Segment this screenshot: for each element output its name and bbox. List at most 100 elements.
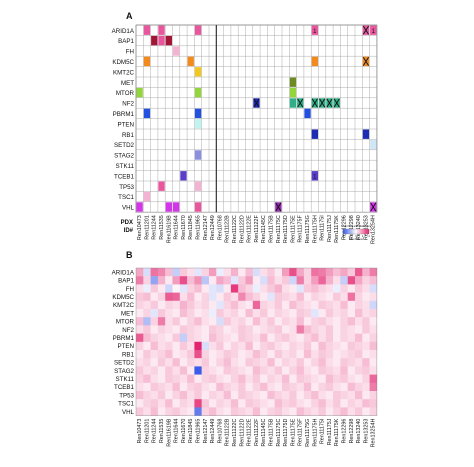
heat-cell	[311, 300, 319, 310]
heat-cell	[267, 399, 275, 408]
mutation-cell	[311, 129, 318, 139]
legend-swatch	[349, 229, 351, 234]
heat-cell	[230, 341, 239, 351]
heat-cell	[194, 350, 202, 359]
heat-cell	[223, 399, 232, 408]
heat-cell	[318, 309, 326, 318]
row-label: SETD2	[114, 360, 135, 367]
heat-cell	[260, 284, 268, 293]
heat-cell	[136, 391, 144, 400]
cross-mark	[362, 25, 369, 35]
heat-cell	[230, 399, 239, 408]
row-label: STAG2	[114, 153, 134, 160]
heat-cell	[179, 325, 188, 334]
heat-cell	[333, 407, 341, 416]
row-label: BAP1	[118, 278, 134, 285]
heat-cell	[282, 317, 290, 326]
heat-cell	[172, 309, 180, 318]
mutation-cell	[194, 181, 202, 191]
column-label: Ren12298	[349, 215, 355, 240]
heat-cell	[296, 317, 305, 326]
heat-cell	[136, 382, 144, 392]
heat-cell	[274, 268, 283, 277]
heat-cell	[260, 292, 268, 301]
heat-cell	[165, 391, 173, 400]
heat-cell	[143, 391, 151, 400]
heat-cell	[282, 374, 290, 383]
heat-cell	[201, 391, 210, 400]
heat-cell	[223, 382, 232, 392]
mutation-cell	[194, 119, 202, 129]
heat-cell	[289, 358, 297, 367]
heat-cell	[216, 358, 224, 367]
heat-cell	[347, 276, 356, 285]
heat-cell	[362, 366, 370, 375]
heat-cell	[201, 366, 210, 375]
heat-cell	[179, 358, 188, 367]
heat-cell	[245, 333, 253, 342]
column-label: Ren10473	[137, 419, 143, 444]
heat-cell	[296, 333, 305, 342]
heat-cell	[340, 300, 348, 310]
heat-cell	[289, 391, 297, 400]
heat-cell	[150, 399, 159, 408]
column-label: Ren11145C	[261, 419, 267, 447]
heat-cell	[165, 276, 173, 285]
heat-cell	[325, 325, 334, 334]
heat-cell	[347, 382, 356, 392]
heat-cell	[274, 300, 283, 310]
heat-cell	[216, 391, 224, 400]
heat-cell	[260, 325, 268, 334]
heat-cell	[318, 284, 326, 293]
column-label: Ren11175J	[327, 418, 333, 445]
column-label: Ren12296	[342, 419, 348, 444]
heat-cell	[245, 366, 253, 375]
heat-cell	[347, 366, 356, 375]
heat-cell	[362, 284, 370, 293]
heat-cell	[201, 317, 210, 326]
heat-cell	[187, 366, 195, 375]
mutation-cell	[180, 171, 187, 181]
heat-cell	[223, 325, 232, 334]
row-label: NF2	[122, 101, 134, 108]
mutation-cell	[136, 87, 143, 98]
heat-cell	[143, 407, 151, 416]
heat-cell	[172, 407, 180, 416]
heat-cell	[179, 268, 188, 277]
heat-cell	[289, 284, 297, 293]
heat-cell	[230, 284, 239, 293]
heat-cell	[179, 374, 188, 383]
heat-cell	[369, 358, 378, 367]
heat-cell	[340, 333, 348, 342]
heat-cell	[245, 317, 253, 326]
mutation-cell	[311, 171, 318, 181]
heat-cell	[209, 333, 217, 342]
heat-cell	[355, 358, 363, 367]
heat-cell	[318, 374, 326, 383]
row-label: ARID1A	[112, 269, 135, 276]
heat-cell	[303, 317, 312, 326]
heat-cell	[150, 317, 159, 326]
heat-cell	[311, 399, 319, 408]
heat-cell	[347, 391, 356, 400]
heat-cell	[289, 292, 297, 301]
heat-cell	[340, 350, 348, 359]
heat-cell	[165, 350, 173, 359]
heat-cell	[150, 276, 159, 285]
heat-cell	[274, 399, 283, 408]
heat-cell	[201, 284, 210, 293]
heat-cell	[223, 333, 232, 342]
heat-cell	[296, 276, 305, 285]
heat-cell	[179, 407, 188, 416]
heat-cell	[333, 399, 341, 408]
row-label: KMT2C	[113, 69, 135, 76]
heat-cell	[340, 268, 348, 277]
heat-cell	[282, 341, 290, 351]
heat-cell	[143, 341, 151, 351]
legend-tick: -2	[348, 235, 351, 238]
legend-tick: 0	[355, 235, 357, 238]
heat-cell	[325, 399, 334, 408]
heat-cell	[289, 374, 297, 383]
heat-cell	[289, 317, 297, 326]
